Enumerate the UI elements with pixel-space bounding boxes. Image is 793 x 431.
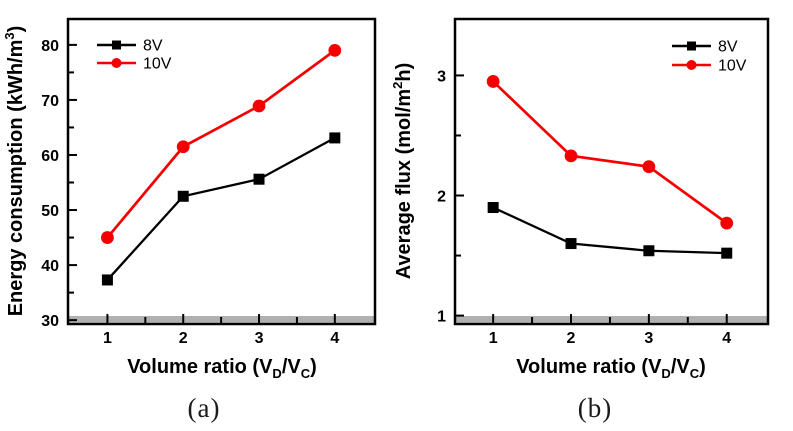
series-8V-marker	[643, 245, 655, 257]
x-tick-label: 3	[644, 330, 653, 347]
series-10V-marker	[101, 231, 114, 244]
panel-b-caption: (b)	[577, 393, 613, 423]
series-8V-marker	[487, 202, 499, 214]
series-8V-marker	[565, 238, 577, 250]
series-10V-marker	[564, 149, 578, 163]
series-8V-marker	[721, 247, 733, 259]
legend-marker	[687, 41, 696, 51]
series-8V-marker	[329, 132, 341, 144]
y-tick-label: 80	[41, 38, 59, 55]
y-tick-label: 3	[437, 68, 446, 85]
y-tick-label: 70	[41, 93, 59, 110]
series-10V-marker	[642, 160, 656, 174]
series-10V-marker	[486, 75, 500, 88]
x-axis-label: Volume ratio (VD/VC)	[516, 356, 706, 381]
series-10V-line	[492, 80, 728, 225]
legend-label: 8V	[143, 38, 163, 55]
legend-marker	[111, 58, 122, 68]
plot-frame	[453, 17, 770, 326]
legend-marker	[686, 60, 697, 70]
series-8V-marker	[101, 274, 113, 286]
x-tick-label: 1	[489, 330, 498, 347]
legend-label: 10V	[143, 56, 172, 73]
plot-frame	[66, 17, 377, 326]
y-tick-label: 30	[41, 313, 59, 330]
x-tick-label: 2	[567, 330, 576, 347]
x-tick-label: 4	[330, 330, 339, 347]
baseline-band	[456, 316, 767, 323]
series-10V-marker	[328, 43, 342, 57]
series-8V-marker	[253, 173, 265, 185]
legend-label: 8V	[718, 39, 738, 56]
y-tick-label: 40	[41, 258, 59, 275]
x-tick-label: 2	[179, 330, 188, 347]
legend-marker	[112, 40, 121, 50]
legend-label: 10V	[718, 58, 747, 75]
series-8V-marker	[177, 190, 189, 202]
series-10V-marker	[252, 99, 266, 113]
y-tick-label: 1	[437, 309, 446, 326]
x-tick-label: 1	[103, 330, 112, 347]
y-tick-label: 50	[41, 203, 59, 220]
y-axis-label: Energy consumption (kWh/m3)	[2, 26, 27, 317]
x-tick-label: 4	[722, 330, 731, 347]
x-axis-label: Volume ratio (VD/VC)	[127, 356, 317, 381]
y-axis-label: Average flux (mol/m2h)	[390, 63, 415, 280]
series-8V-line	[106, 136, 336, 281]
series-10V-marker	[720, 216, 734, 230]
series-10V-marker	[176, 140, 190, 154]
y-tick-label: 2	[437, 189, 446, 206]
y-tick-label: 60	[41, 148, 59, 165]
series-10V-line	[106, 49, 336, 239]
x-tick-label: 3	[255, 330, 264, 347]
panel-a-caption: (a)	[187, 393, 221, 423]
series-8V-line	[492, 206, 727, 255]
